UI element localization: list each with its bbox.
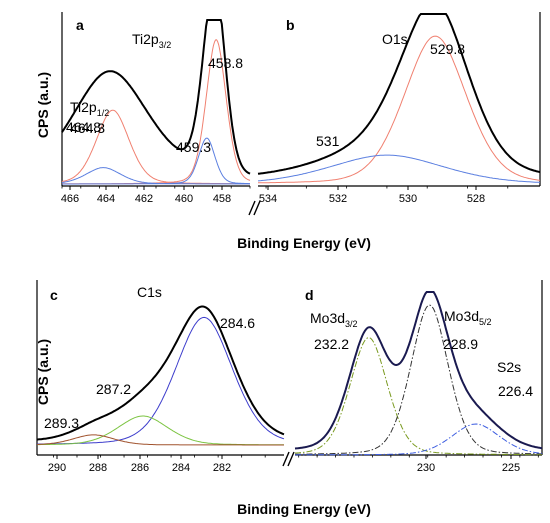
axis-break-bottom — [282, 451, 295, 467]
peak-annotation: 464.3 — [70, 120, 105, 136]
x-tick-label: 528 — [467, 193, 485, 205]
series-line-component — [61, 167, 250, 185]
peak-annotation: 284.6 — [220, 315, 255, 331]
series-line-component — [258, 35, 541, 184]
peak-annotation: 458.8 — [208, 55, 243, 71]
peak-annotation: Mo3d5/2 — [444, 308, 492, 327]
x-tick-label: 462 — [135, 193, 153, 205]
bottom-x-axis-title: Binding Energy (eV) — [237, 501, 371, 517]
peak-annotation: S2s — [497, 359, 521, 375]
series-line-component — [62, 137, 250, 185]
series-line-envelope — [294, 291, 543, 450]
peak-annotation: 459.3 — [176, 139, 211, 155]
series-line-dashdot — [295, 423, 543, 456]
peak-annotation: O1s — [382, 31, 408, 47]
peak-annotation: C1s — [137, 284, 162, 300]
peak-annotation: 531 — [316, 133, 340, 149]
x-tick-label: 225 — [502, 462, 520, 474]
x-tick-label: 282 — [213, 462, 231, 474]
x-tick-label: 460 — [175, 193, 193, 205]
axis-break-top — [248, 200, 261, 216]
peak-annotation: Mo3d3/2 — [310, 310, 358, 329]
x-tick-label: 284 — [172, 462, 190, 474]
peak-annotation: 289.3 — [44, 415, 79, 431]
x-tick-label: 290 — [48, 462, 66, 474]
panel-b-o1s: 534 532 530 528 b O1s 529.8 531 — [257, 12, 541, 205]
top-x-axis-title: Binding Energy (eV) — [237, 235, 371, 251]
series-line-envelope — [36, 305, 285, 441]
x-tick-label: 458 — [213, 193, 231, 205]
peak-annotation: Ti2p1/2 — [70, 99, 109, 118]
x-tick-label: 464 — [97, 193, 115, 205]
series-line-dashdot — [295, 304, 542, 455]
panel-label: b — [286, 17, 295, 33]
x-tick-label: 530 — [399, 193, 417, 205]
bottom-y-axis-title: CPS (a.u.) — [35, 339, 51, 405]
peak-annotation: 228.9 — [443, 336, 478, 352]
x-tick-label: 288 — [89, 462, 107, 474]
peak-annotation: 226.4 — [498, 383, 533, 399]
x-tick-label: 230 — [417, 462, 435, 474]
top-y-axis-title: CPS (a.u.) — [35, 72, 51, 138]
x-tick-label: 532 — [329, 193, 347, 205]
peak-annotation-value: 464.8 — [66, 119, 101, 135]
series-line-component — [36, 434, 284, 446]
x-tick-label: 534 — [259, 193, 277, 205]
panel-d-mo3d: 230 225 d Mo3d3/2 232.2 Mo3d5/2 228.9 S2s 226.4 — [294, 280, 543, 474]
x-tick-label: 286 — [131, 462, 149, 474]
panel-label: c — [50, 287, 58, 303]
series-line-component — [257, 154, 541, 183]
x-tick-label: 466 — [61, 193, 79, 205]
peak-annotation: Ti2p3/2 — [132, 31, 171, 50]
peak-annotation: 529.8 — [430, 41, 465, 57]
panel-label: a — [76, 17, 84, 33]
peak-annotation: 232.2 — [314, 336, 349, 352]
panel-label: d — [305, 287, 314, 303]
series-line-envelope — [257, 13, 541, 175]
peak-annotation: 287.2 — [96, 381, 131, 397]
series-line-envelope — [61, 19, 251, 175]
panel-c-c1s: 290 288 286 284 282 c C1s 284.6 287.2 289.3 — [36, 280, 285, 474]
